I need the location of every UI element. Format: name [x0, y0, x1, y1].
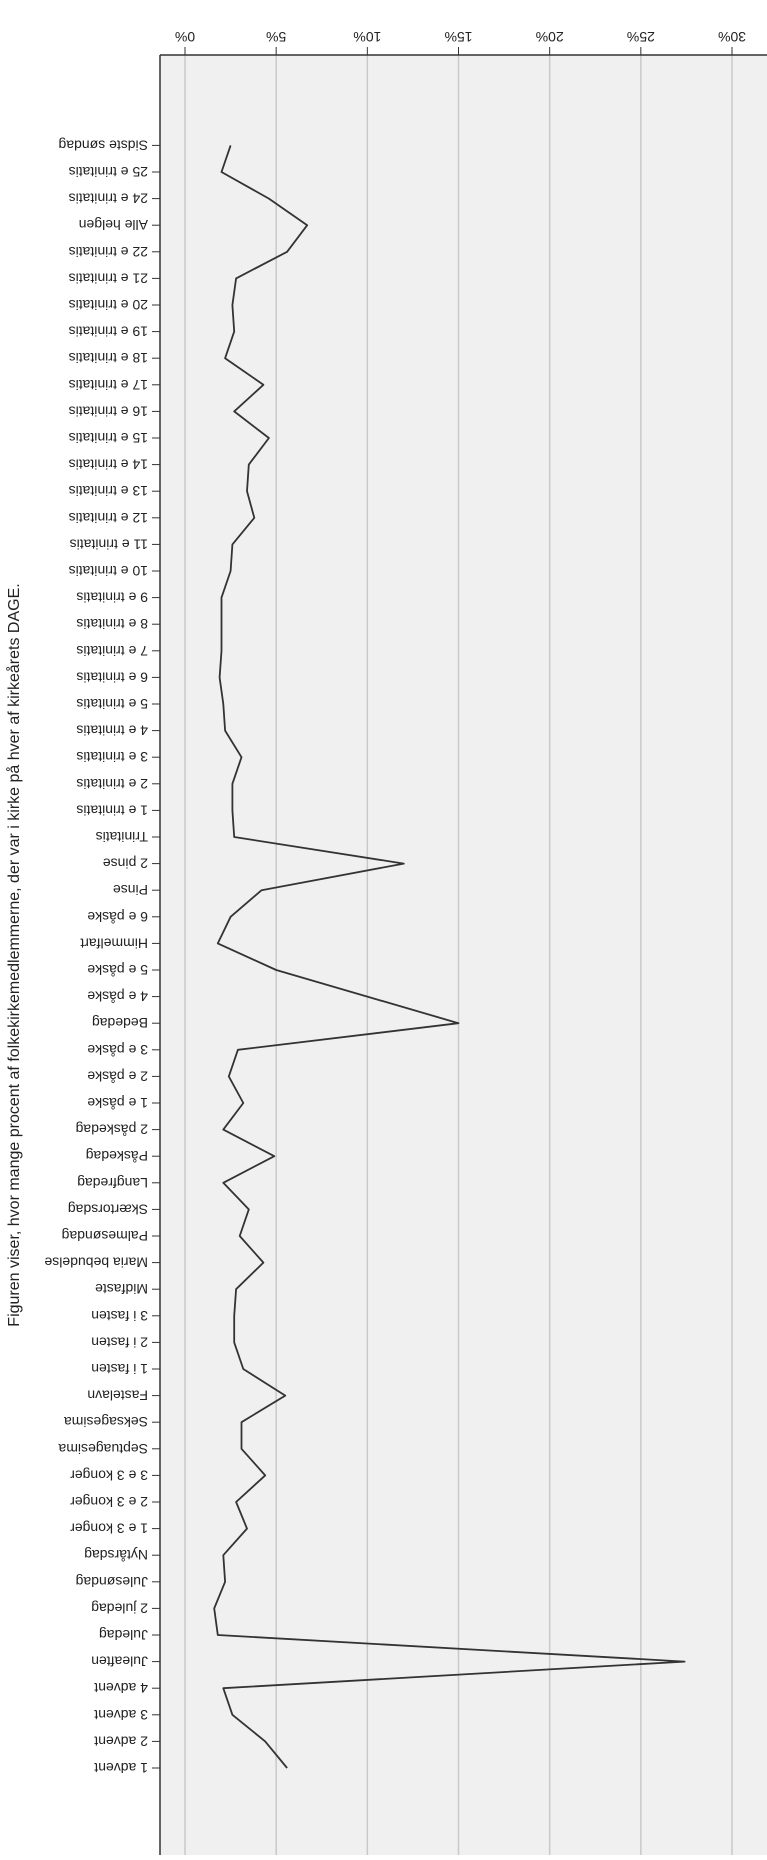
category-label: 16 e trinitatis	[69, 403, 148, 419]
series-line	[213, 145, 686, 1769]
category-label: 3 e 3 konger	[70, 1467, 148, 1483]
x-tick-label: 25%	[627, 29, 655, 45]
category-label: 9 e trinitatis	[76, 590, 148, 606]
category-label: 13 e trinitatis	[69, 483, 148, 499]
category-label: Himmelfart	[80, 935, 148, 951]
category-label: 12 e trinitatis	[69, 510, 148, 526]
category-label: 8 e trinitatis	[76, 616, 148, 632]
category-label: Septuagesima	[58, 1441, 148, 1457]
category-label: Julesøndag	[76, 1574, 148, 1590]
category-label: 2 e trinitatis	[76, 776, 148, 792]
category-label: Skærtorsdag	[68, 1201, 148, 1217]
category-label: Trinitatis	[96, 829, 148, 845]
category-label: Pinse	[113, 882, 148, 898]
category-label: 5 e påske	[87, 962, 148, 978]
category-label: 11 e trinitatis	[70, 536, 148, 552]
category-label: Maria bebudelse	[44, 1255, 148, 1271]
category-label: 3 advent	[94, 1707, 148, 1723]
category-label: 19 e trinitatis	[69, 324, 148, 340]
category-label: Juledag	[99, 1627, 148, 1643]
category-label: Sidste søndag	[59, 137, 149, 153]
category-label: 1 advent	[94, 1760, 148, 1776]
x-tick-label: 0%	[175, 29, 195, 45]
category-label: 7 e trinitatis	[76, 643, 148, 659]
category-label: Alle helgen	[79, 217, 148, 233]
category-label: 1 e trinitatis	[76, 802, 148, 818]
category-label: Fastelavn	[87, 1388, 148, 1404]
category-label: 21 e trinitatis	[69, 270, 148, 286]
category-label: 2 e påske	[87, 1068, 148, 1084]
category-label: 2 juledag	[91, 1600, 148, 1616]
category-label: 2 i fasten	[91, 1334, 148, 1350]
x-tick-label: 20%	[536, 29, 564, 45]
category-label: 24 e trinitatis	[69, 191, 148, 207]
category-label: 1 i fasten	[91, 1361, 148, 1377]
rotated-chart-group: 0% 5% 10% 15% 20% 25% 30% 1 advent 2 advent 3 adv…	[5, 29, 767, 1855]
category-label: 3 i fasten	[91, 1308, 148, 1324]
category-label: Påskedag	[86, 1148, 148, 1164]
category-label: Palmesøndag	[62, 1228, 148, 1244]
category-label: Langfredag	[77, 1175, 148, 1191]
category-label: Seksagesima	[64, 1414, 148, 1430]
category-label: 2 e 3 konger	[70, 1494, 148, 1510]
x-tick-label: 30%	[718, 29, 746, 45]
category-label: 14 e trinitatis	[69, 457, 148, 473]
category-label: 3 e påske	[87, 1042, 148, 1058]
category-label: 6 e trinitatis	[76, 669, 148, 685]
x-tick-label: 15%	[444, 29, 472, 45]
category-label: 17 e trinitatis	[69, 377, 148, 393]
category-label: 20 e trinitatis	[69, 297, 148, 313]
category-label: 2 påskedag	[76, 1122, 148, 1138]
category-label: 4 advent	[94, 1680, 148, 1696]
category-label: 15 e trinitatis	[69, 430, 148, 446]
category-label: 1 e påske	[87, 1095, 148, 1111]
category-label: 22 e trinitatis	[69, 244, 148, 260]
category-label: Midfaste	[95, 1281, 148, 1297]
category-label: 5 e trinitatis	[76, 696, 148, 712]
category-label: 4 e trinitatis	[76, 723, 148, 739]
category-label: 25 e trinitatis	[69, 164, 148, 180]
category-label: 10 e trinitatis	[69, 563, 148, 579]
x-tick-label: 10%	[353, 29, 381, 45]
x-tick-label: 5%	[266, 29, 286, 45]
plot-area	[160, 55, 767, 1855]
category-label: 3 e trinitatis	[76, 749, 148, 765]
category-label: 4 e påske	[87, 989, 148, 1005]
chart-title: Figuren viser, hvor mange procent af fol…	[5, 583, 23, 1326]
category-label: 2 advent	[94, 1733, 148, 1749]
category-label: 18 e trinitatis	[69, 350, 148, 366]
category-label: 2 pinse	[103, 856, 148, 872]
category-label: Bededag	[92, 1015, 148, 1031]
category-label: Juleaften	[91, 1654, 148, 1670]
category-label: 6 e påske	[87, 909, 148, 925]
category-label: Nytårsdag	[84, 1547, 148, 1563]
category-label: 1 e 3 konger	[70, 1521, 148, 1537]
